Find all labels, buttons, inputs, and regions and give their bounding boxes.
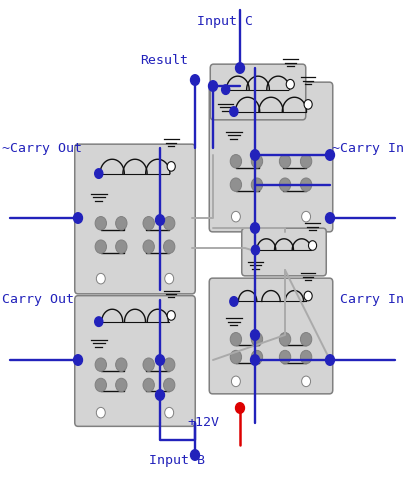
Circle shape: [230, 333, 241, 346]
Circle shape: [279, 333, 290, 346]
Circle shape: [143, 216, 154, 230]
Circle shape: [231, 376, 240, 386]
Circle shape: [73, 213, 82, 223]
Circle shape: [95, 358, 106, 372]
Circle shape: [95, 216, 106, 230]
Text: Input C: Input C: [197, 15, 253, 28]
FancyBboxPatch shape: [210, 64, 305, 120]
Text: Input B: Input B: [148, 454, 204, 468]
Circle shape: [251, 245, 259, 255]
Circle shape: [235, 63, 244, 73]
FancyBboxPatch shape: [209, 82, 332, 232]
Circle shape: [167, 162, 175, 171]
Text: Result: Result: [140, 53, 188, 67]
Circle shape: [164, 408, 173, 418]
Circle shape: [190, 450, 199, 460]
Circle shape: [208, 81, 217, 91]
Circle shape: [286, 79, 294, 89]
Circle shape: [235, 403, 244, 413]
Circle shape: [308, 241, 316, 251]
Circle shape: [251, 178, 262, 192]
Circle shape: [94, 169, 102, 179]
Circle shape: [301, 211, 310, 222]
Circle shape: [96, 408, 105, 418]
Circle shape: [250, 223, 259, 233]
Circle shape: [231, 211, 240, 222]
Circle shape: [229, 297, 237, 306]
Circle shape: [163, 378, 175, 392]
FancyBboxPatch shape: [75, 144, 195, 294]
Circle shape: [155, 390, 164, 400]
Circle shape: [303, 291, 311, 301]
Circle shape: [155, 215, 164, 225]
Circle shape: [229, 107, 237, 116]
Circle shape: [143, 240, 154, 253]
FancyBboxPatch shape: [241, 228, 326, 276]
Circle shape: [221, 85, 229, 95]
Circle shape: [155, 355, 164, 365]
Circle shape: [301, 376, 310, 386]
Circle shape: [95, 378, 106, 392]
Text: ~Carry In: ~Carry In: [331, 142, 403, 156]
Circle shape: [250, 355, 259, 365]
Text: Carry In: Carry In: [339, 293, 403, 307]
Circle shape: [190, 75, 199, 85]
Circle shape: [300, 178, 311, 192]
Circle shape: [143, 378, 154, 392]
Circle shape: [115, 240, 127, 253]
Text: ~Carry Out: ~Carry Out: [2, 142, 82, 156]
Circle shape: [325, 213, 334, 223]
Circle shape: [300, 350, 311, 364]
Circle shape: [300, 155, 311, 168]
Circle shape: [115, 378, 127, 392]
Circle shape: [143, 358, 154, 372]
Circle shape: [163, 240, 175, 253]
Circle shape: [279, 350, 290, 364]
Text: +12V: +12V: [187, 416, 218, 429]
Circle shape: [230, 178, 241, 192]
Circle shape: [251, 350, 262, 364]
Circle shape: [303, 100, 311, 109]
Circle shape: [164, 274, 173, 284]
FancyBboxPatch shape: [75, 296, 195, 426]
Circle shape: [167, 311, 175, 320]
Circle shape: [115, 216, 127, 230]
FancyBboxPatch shape: [209, 278, 332, 394]
Circle shape: [73, 355, 82, 365]
Circle shape: [94, 317, 102, 326]
Circle shape: [250, 150, 259, 160]
Circle shape: [230, 155, 241, 168]
Circle shape: [95, 240, 106, 253]
Circle shape: [96, 274, 105, 284]
Circle shape: [230, 350, 241, 364]
Circle shape: [279, 155, 290, 168]
Circle shape: [251, 333, 262, 346]
Circle shape: [250, 330, 259, 340]
Circle shape: [325, 150, 334, 160]
Circle shape: [279, 178, 290, 192]
Circle shape: [251, 155, 262, 168]
Circle shape: [163, 216, 175, 230]
Circle shape: [300, 333, 311, 346]
Text: Carry Out: Carry Out: [2, 293, 74, 307]
Circle shape: [163, 358, 175, 372]
Circle shape: [325, 355, 334, 365]
Circle shape: [115, 358, 127, 372]
